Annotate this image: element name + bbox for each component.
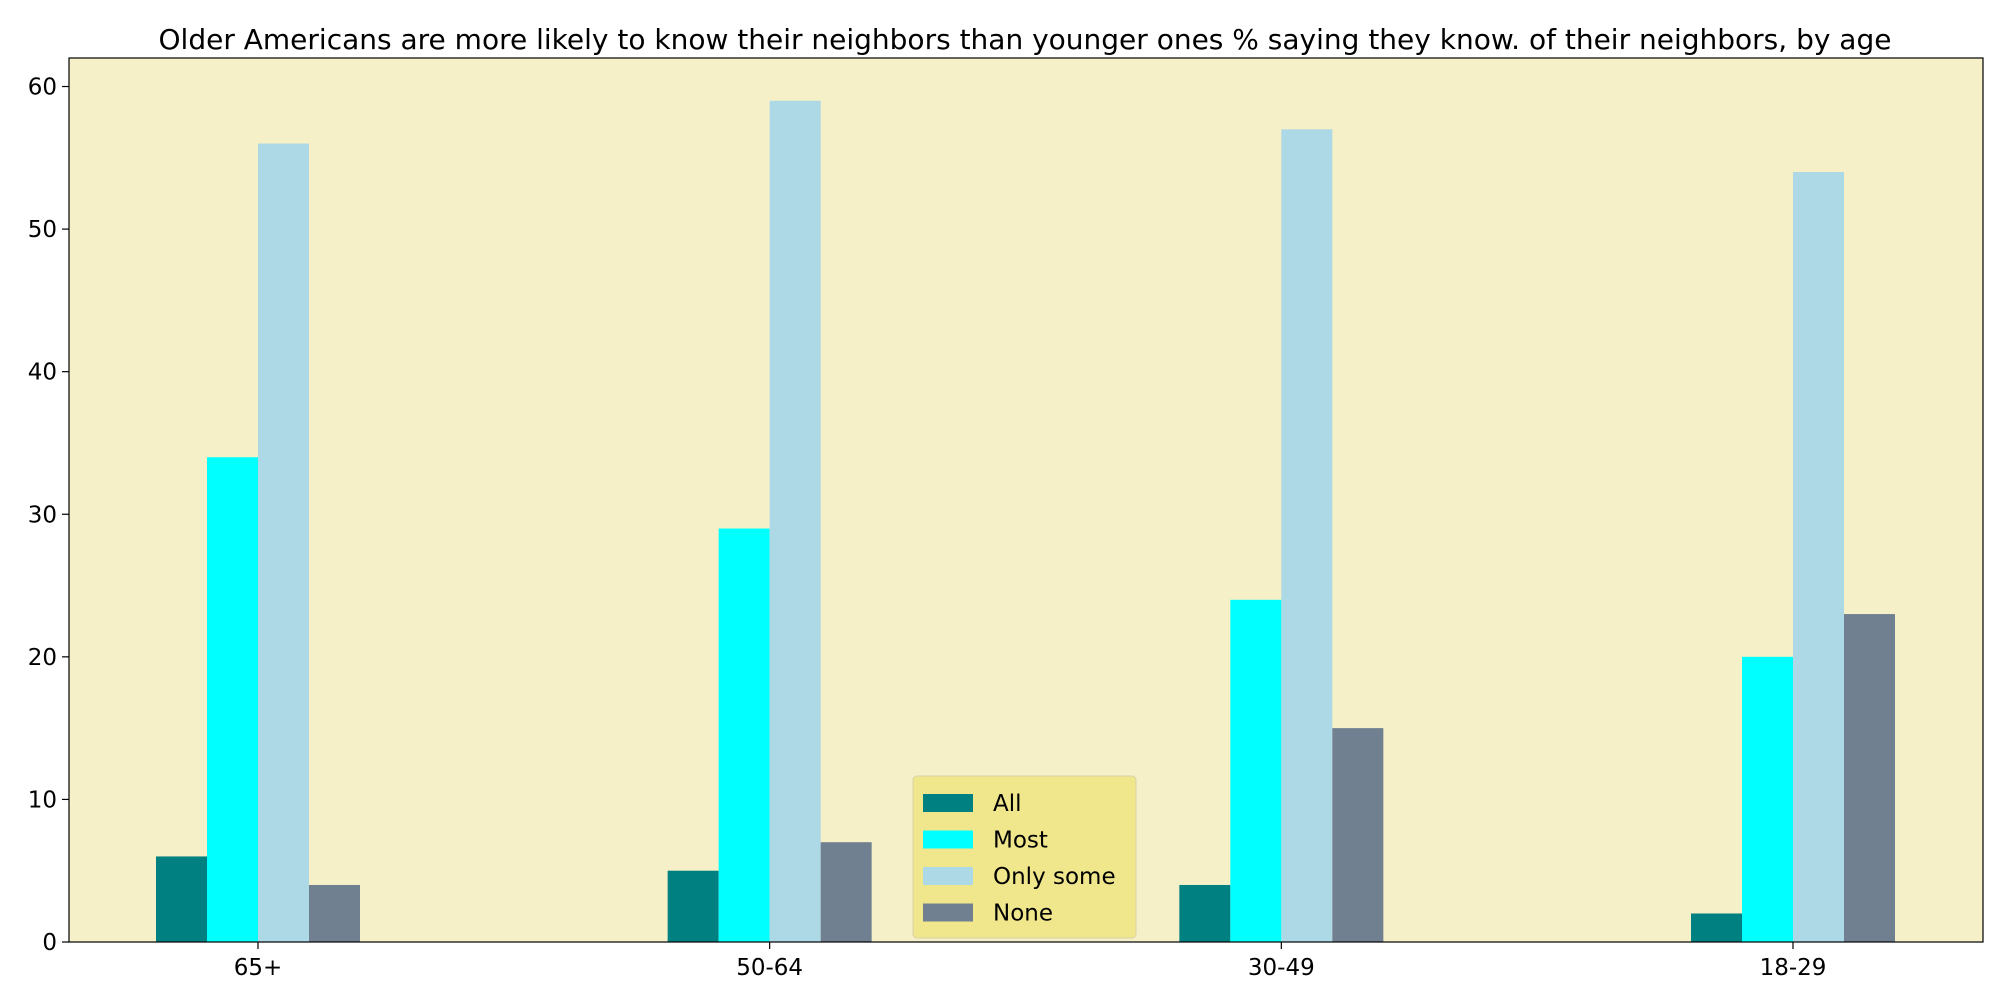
bar-most-3 [1742, 656, 1793, 942]
bar-only-some-3 [1793, 172, 1844, 942]
legend-box [912, 775, 1137, 939]
y-axis: 0 10 20 30 40 50 60 [28, 75, 69, 956]
legend-swatch-most [923, 830, 973, 849]
bar-none-3 [1844, 614, 1895, 942]
x-axis: 65+ 50-64 30-49 18-29 [234, 942, 1827, 981]
legend-swatch-only-some [923, 867, 973, 885]
bar-all-2 [1179, 884, 1231, 942]
bar-only-some-2 [1281, 129, 1333, 942]
bar-none-2 [1332, 728, 1384, 942]
legend-label-all: All [993, 791, 1022, 817]
bar-none-0 [309, 884, 360, 942]
y-tick-label: 20 [28, 645, 57, 671]
bar-most-1 [718, 528, 770, 942]
plot-frame [68, 57, 1984, 943]
chart-title: Older Americans are more likely to know … [159, 23, 1892, 56]
x-tick-label: 50-64 [736, 955, 803, 981]
legend-label-only-some: Only some [993, 864, 1116, 890]
bar-most-0 [207, 457, 258, 942]
x-tick-label: 65+ [234, 955, 283, 981]
bar-most-2 [1230, 599, 1282, 942]
bar-none-1 [820, 842, 872, 942]
legend: All Most Only some None [912, 775, 1137, 939]
y-tick-label: 10 [28, 787, 57, 813]
y-tick-label: 0 [42, 930, 57, 956]
bar-all-1 [667, 870, 719, 942]
x-tick-label: 30-49 [1248, 955, 1315, 981]
y-tick-label: 50 [28, 217, 57, 243]
y-tick-label: 30 [28, 502, 57, 528]
y-tick-label: 40 [28, 360, 57, 386]
bar-all-3 [1691, 913, 1742, 942]
x-tick-label: 18-29 [1760, 955, 1827, 981]
bar-only-some-1 [769, 100, 821, 943]
bar-all-0 [156, 856, 207, 942]
legend-swatch-none [923, 903, 973, 922]
legend-label-most: Most [993, 828, 1048, 854]
legend-label-none: None [993, 901, 1053, 927]
bar-only-some-0 [258, 143, 309, 942]
legend-swatch-all [923, 794, 973, 812]
y-tick-label: 60 [28, 75, 57, 101]
bars-layer [156, 100, 1895, 943]
